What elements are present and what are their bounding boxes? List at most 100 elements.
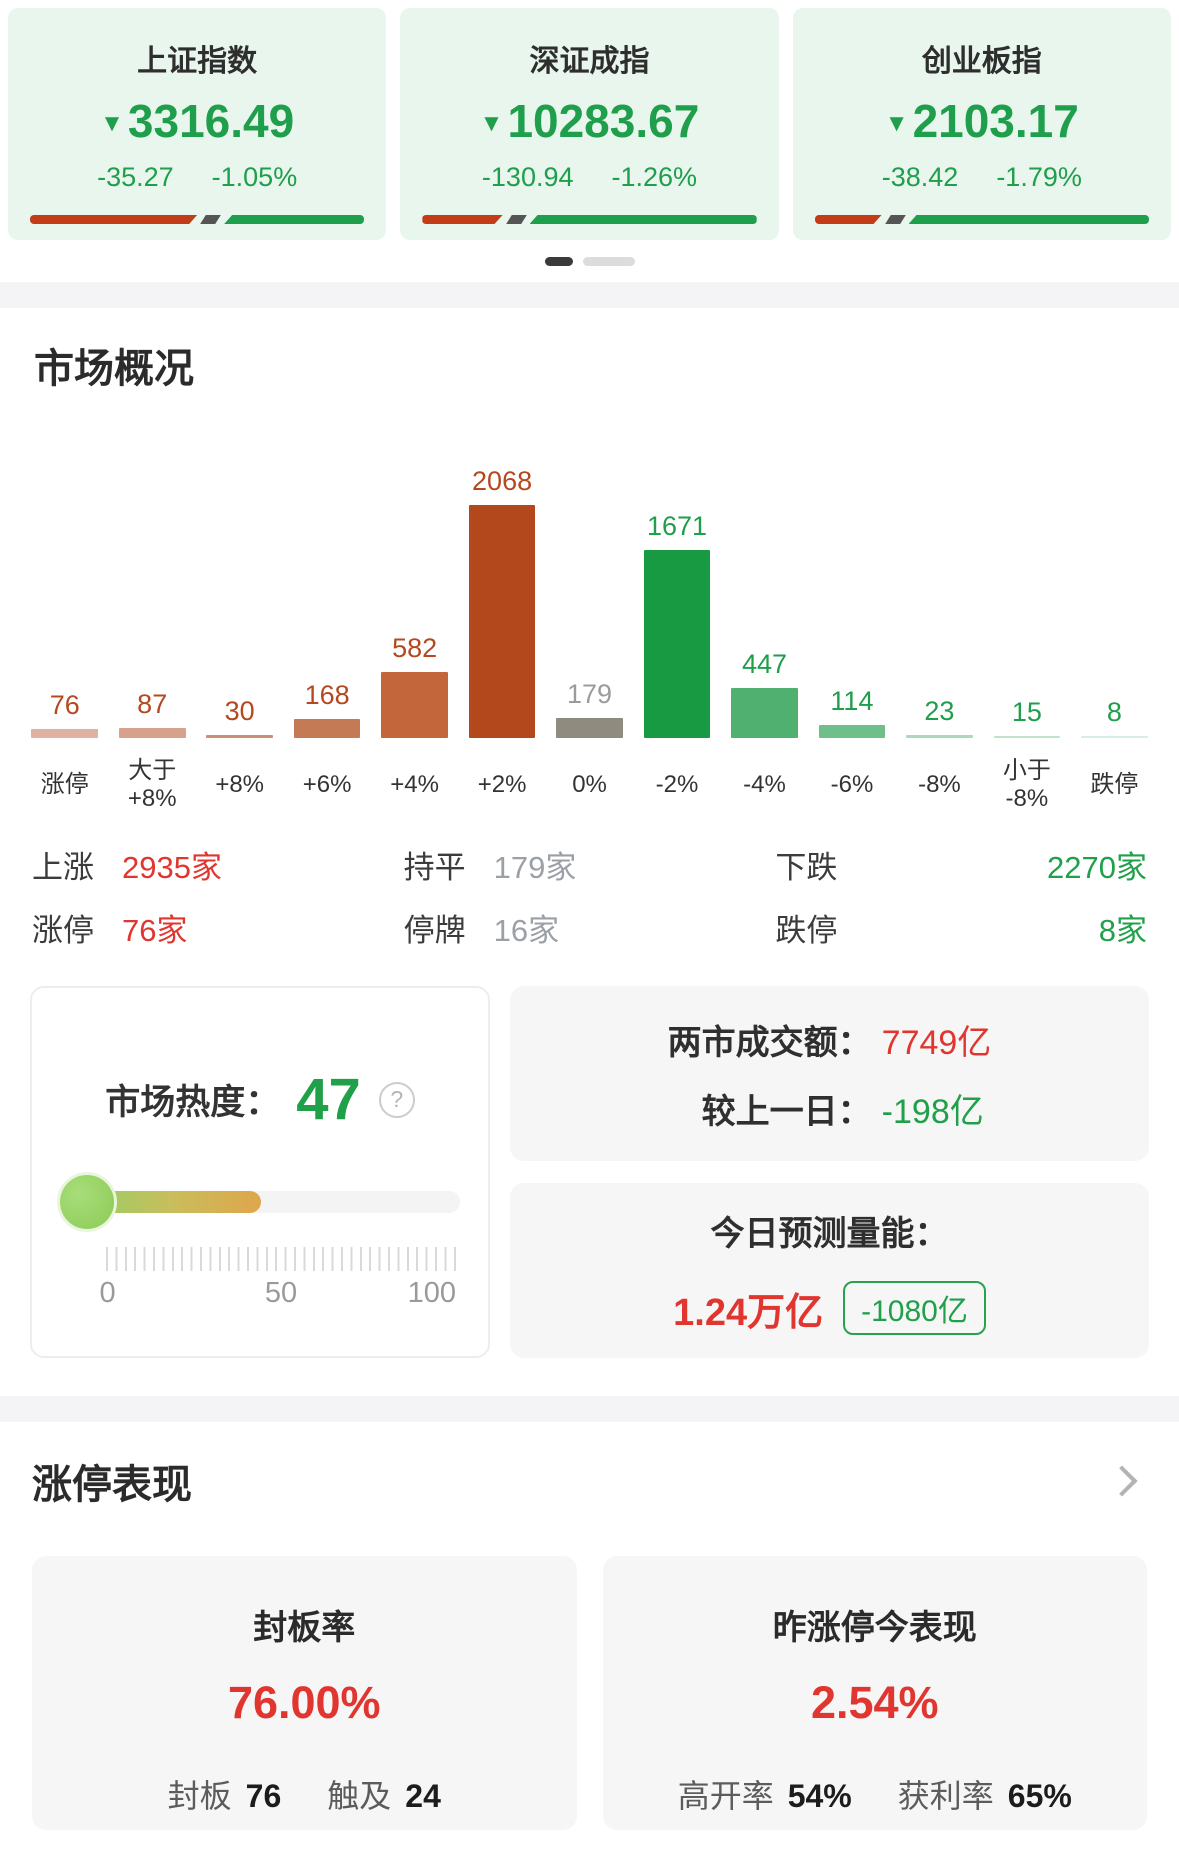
chart-column: 179 — [551, 679, 628, 738]
chart-column: 15 — [988, 697, 1065, 738]
chart-column: 8 — [1076, 697, 1153, 738]
chart-column: 1671 — [638, 511, 715, 738]
scale-mid-label: 50 — [264, 1277, 298, 1309]
axis-label: 小于 -8% — [1002, 756, 1051, 812]
market-heat-card: 市场热度： 47 ? 0 50 100 — [30, 986, 490, 1358]
chart-column: 23 — [901, 696, 978, 738]
bar-red-segment — [30, 215, 197, 224]
summary-value: 179家 — [493, 850, 577, 885]
forecast-inner: 今日预测量能： 1.24万亿 -1080亿 — [510, 1183, 1149, 1358]
down-arrow-icon: ▼ — [884, 110, 909, 137]
summary-row: 涨停 76家 停牌 16家 跌停 8家 — [32, 905, 1147, 950]
chart-bar — [468, 505, 536, 738]
limit-up-section: 涨停表现 封板率 76.00% 封板 76 触及 24 昨涨停今表现 2.54% — [0, 1422, 1179, 1830]
turnover-delta-label: 较上一日： — [701, 1092, 872, 1131]
chart-bar-value: 1671 — [646, 511, 708, 541]
axis-label: 涨停 — [40, 770, 89, 798]
bar-red-segment — [815, 215, 882, 224]
index-change-pct: -1.26% — [611, 162, 698, 192]
summary-label: 持平 — [403, 850, 466, 885]
forecast-value: 1.24万亿 — [673, 1291, 824, 1334]
breadth-bar-chart: 76 87 30 168 582 2068 179 1671 447 114 2… — [0, 418, 1179, 738]
card-stats-row: 高开率 54% 获利率 65% — [603, 1771, 1148, 1817]
heat-gauge-fill — [84, 1191, 261, 1213]
index-card-shanghai[interactable]: 上证指数 ▼3316.49 -35.27 -1.05% — [8, 8, 387, 240]
turnover-card: 两市成交额： 7749亿 较上一日： -198亿 — [510, 986, 1149, 1161]
gauge-row: 市场热度： 47 ? 0 50 100 两市成交额： 7749亿 — [0, 986, 1179, 1358]
help-icon[interactable]: ? — [378, 1081, 415, 1118]
stat-value: 24 — [405, 1778, 441, 1814]
volume-cards-column: 两市成交额： 7749亿 较上一日： -198亿 今日预测量能： 1.24万亿 … — [510, 986, 1149, 1358]
summary-cell-suspended: 停牌 16家 — [404, 905, 776, 950]
stat-open-high-rate: 高开率 54% — [678, 1771, 852, 1817]
chart-bar — [1081, 736, 1148, 738]
limit-up-title: 涨停表现 — [32, 1463, 192, 1507]
bar-slash-separator — [884, 215, 906, 224]
stat-profit-rate: 获利率 65% — [898, 1771, 1072, 1817]
card-title: 昨涨停今表现 — [772, 1609, 977, 1647]
limit-up-header[interactable]: 涨停表现 — [32, 1452, 1147, 1510]
chart-bar-value: 23 — [924, 696, 955, 726]
card-title: 封板率 — [253, 1609, 356, 1647]
chart-bar — [818, 725, 886, 738]
summary-cell-advancers: 上涨 2935家 — [32, 842, 404, 887]
chart-bar-value: 76 — [49, 690, 80, 720]
forecast-delta-badge: -1080亿 — [843, 1281, 986, 1335]
chart-bar-value: 168 — [304, 680, 350, 710]
chart-bar-value: 87 — [137, 689, 168, 719]
page-dot-active[interactable] — [544, 256, 573, 266]
market-overview-section: 市场概况 76 87 30 168 582 2068 179 1671 447 … — [0, 308, 1179, 1358]
chart-bar-value: 582 — [392, 633, 438, 663]
bar-green-segment — [908, 215, 1149, 224]
chart-bar — [381, 672, 448, 738]
chart-bar-value: 15 — [1011, 697, 1042, 727]
chart-column: 87 — [113, 689, 190, 738]
market-heat-title-row: 市场热度： 47 ? — [60, 1066, 460, 1133]
summary-label: 跌停 — [775, 913, 838, 948]
card-percentage: 2.54% — [810, 1677, 939, 1728]
forecast-card: 今日预测量能： 1.24万亿 -1080亿 — [510, 1183, 1149, 1358]
index-change: -38.42 — [881, 162, 959, 192]
chart-column: 114 — [813, 686, 890, 738]
chart-column: 168 — [288, 680, 365, 738]
summary-value: 2270家 — [1047, 850, 1148, 885]
index-change: -35.27 — [97, 162, 174, 192]
index-capital-bar — [422, 215, 757, 224]
chart-bar-value: 179 — [567, 679, 613, 709]
chart-bar-value: 447 — [741, 649, 788, 679]
summary-label: 上涨 — [32, 850, 94, 885]
scale-min-label: 0 — [99, 1277, 116, 1309]
index-card-chinext[interactable]: 创业板指 ▼2103.17 -38.42 -1.79% — [792, 8, 1171, 240]
stat-label: 触及 — [327, 1778, 392, 1814]
summary-label: 下跌 — [775, 850, 838, 885]
index-cards-row: 上证指数 ▼3316.49 -35.27 -1.05% 深证成指 ▼10283.… — [0, 0, 1179, 240]
summary-label: 涨停 — [32, 913, 94, 948]
chart-axis-labels: 涨停 大于 +8% +8% +6% +4% +2% 0% -2% -4% -6%… — [0, 754, 1179, 816]
heat-gauge-bulb — [60, 1175, 114, 1229]
page-dot-inactive[interactable] — [582, 256, 635, 266]
chevron-right-icon[interactable] — [1106, 1465, 1138, 1497]
chart-bar — [556, 718, 623, 738]
forecast-value-row: 1.24万亿 -1080亿 — [673, 1281, 986, 1336]
axis-label: -4% — [743, 770, 786, 798]
index-card-shenzhen[interactable]: 深证成指 ▼10283.67 -130.94 -1.26% — [400, 8, 779, 240]
bar-green-segment — [529, 215, 757, 224]
chart-bar-value: 8 — [1106, 697, 1122, 727]
axis-label: 0% — [572, 770, 607, 798]
stat-value: 65% — [1007, 1778, 1072, 1814]
axis-label: +4% — [390, 770, 439, 798]
axis-label: -8% — [918, 770, 961, 798]
index-value-number: 3316.49 — [127, 95, 295, 147]
chart-bar — [643, 550, 711, 738]
stat-label: 封板 — [167, 1778, 232, 1814]
market-heat-value: 47 — [296, 1067, 361, 1132]
bar-red-segment — [422, 215, 502, 224]
index-capital-bar — [815, 215, 1149, 224]
index-value: ▼3316.49 — [8, 94, 386, 148]
forecast-label: 今日预测量能： — [710, 1214, 949, 1253]
chart-column: 76 — [26, 690, 103, 738]
heat-gauge-track — [84, 1191, 460, 1213]
axis-label: +2% — [477, 770, 527, 798]
bar-slash-separator — [505, 215, 527, 224]
chart-bar — [31, 729, 99, 738]
